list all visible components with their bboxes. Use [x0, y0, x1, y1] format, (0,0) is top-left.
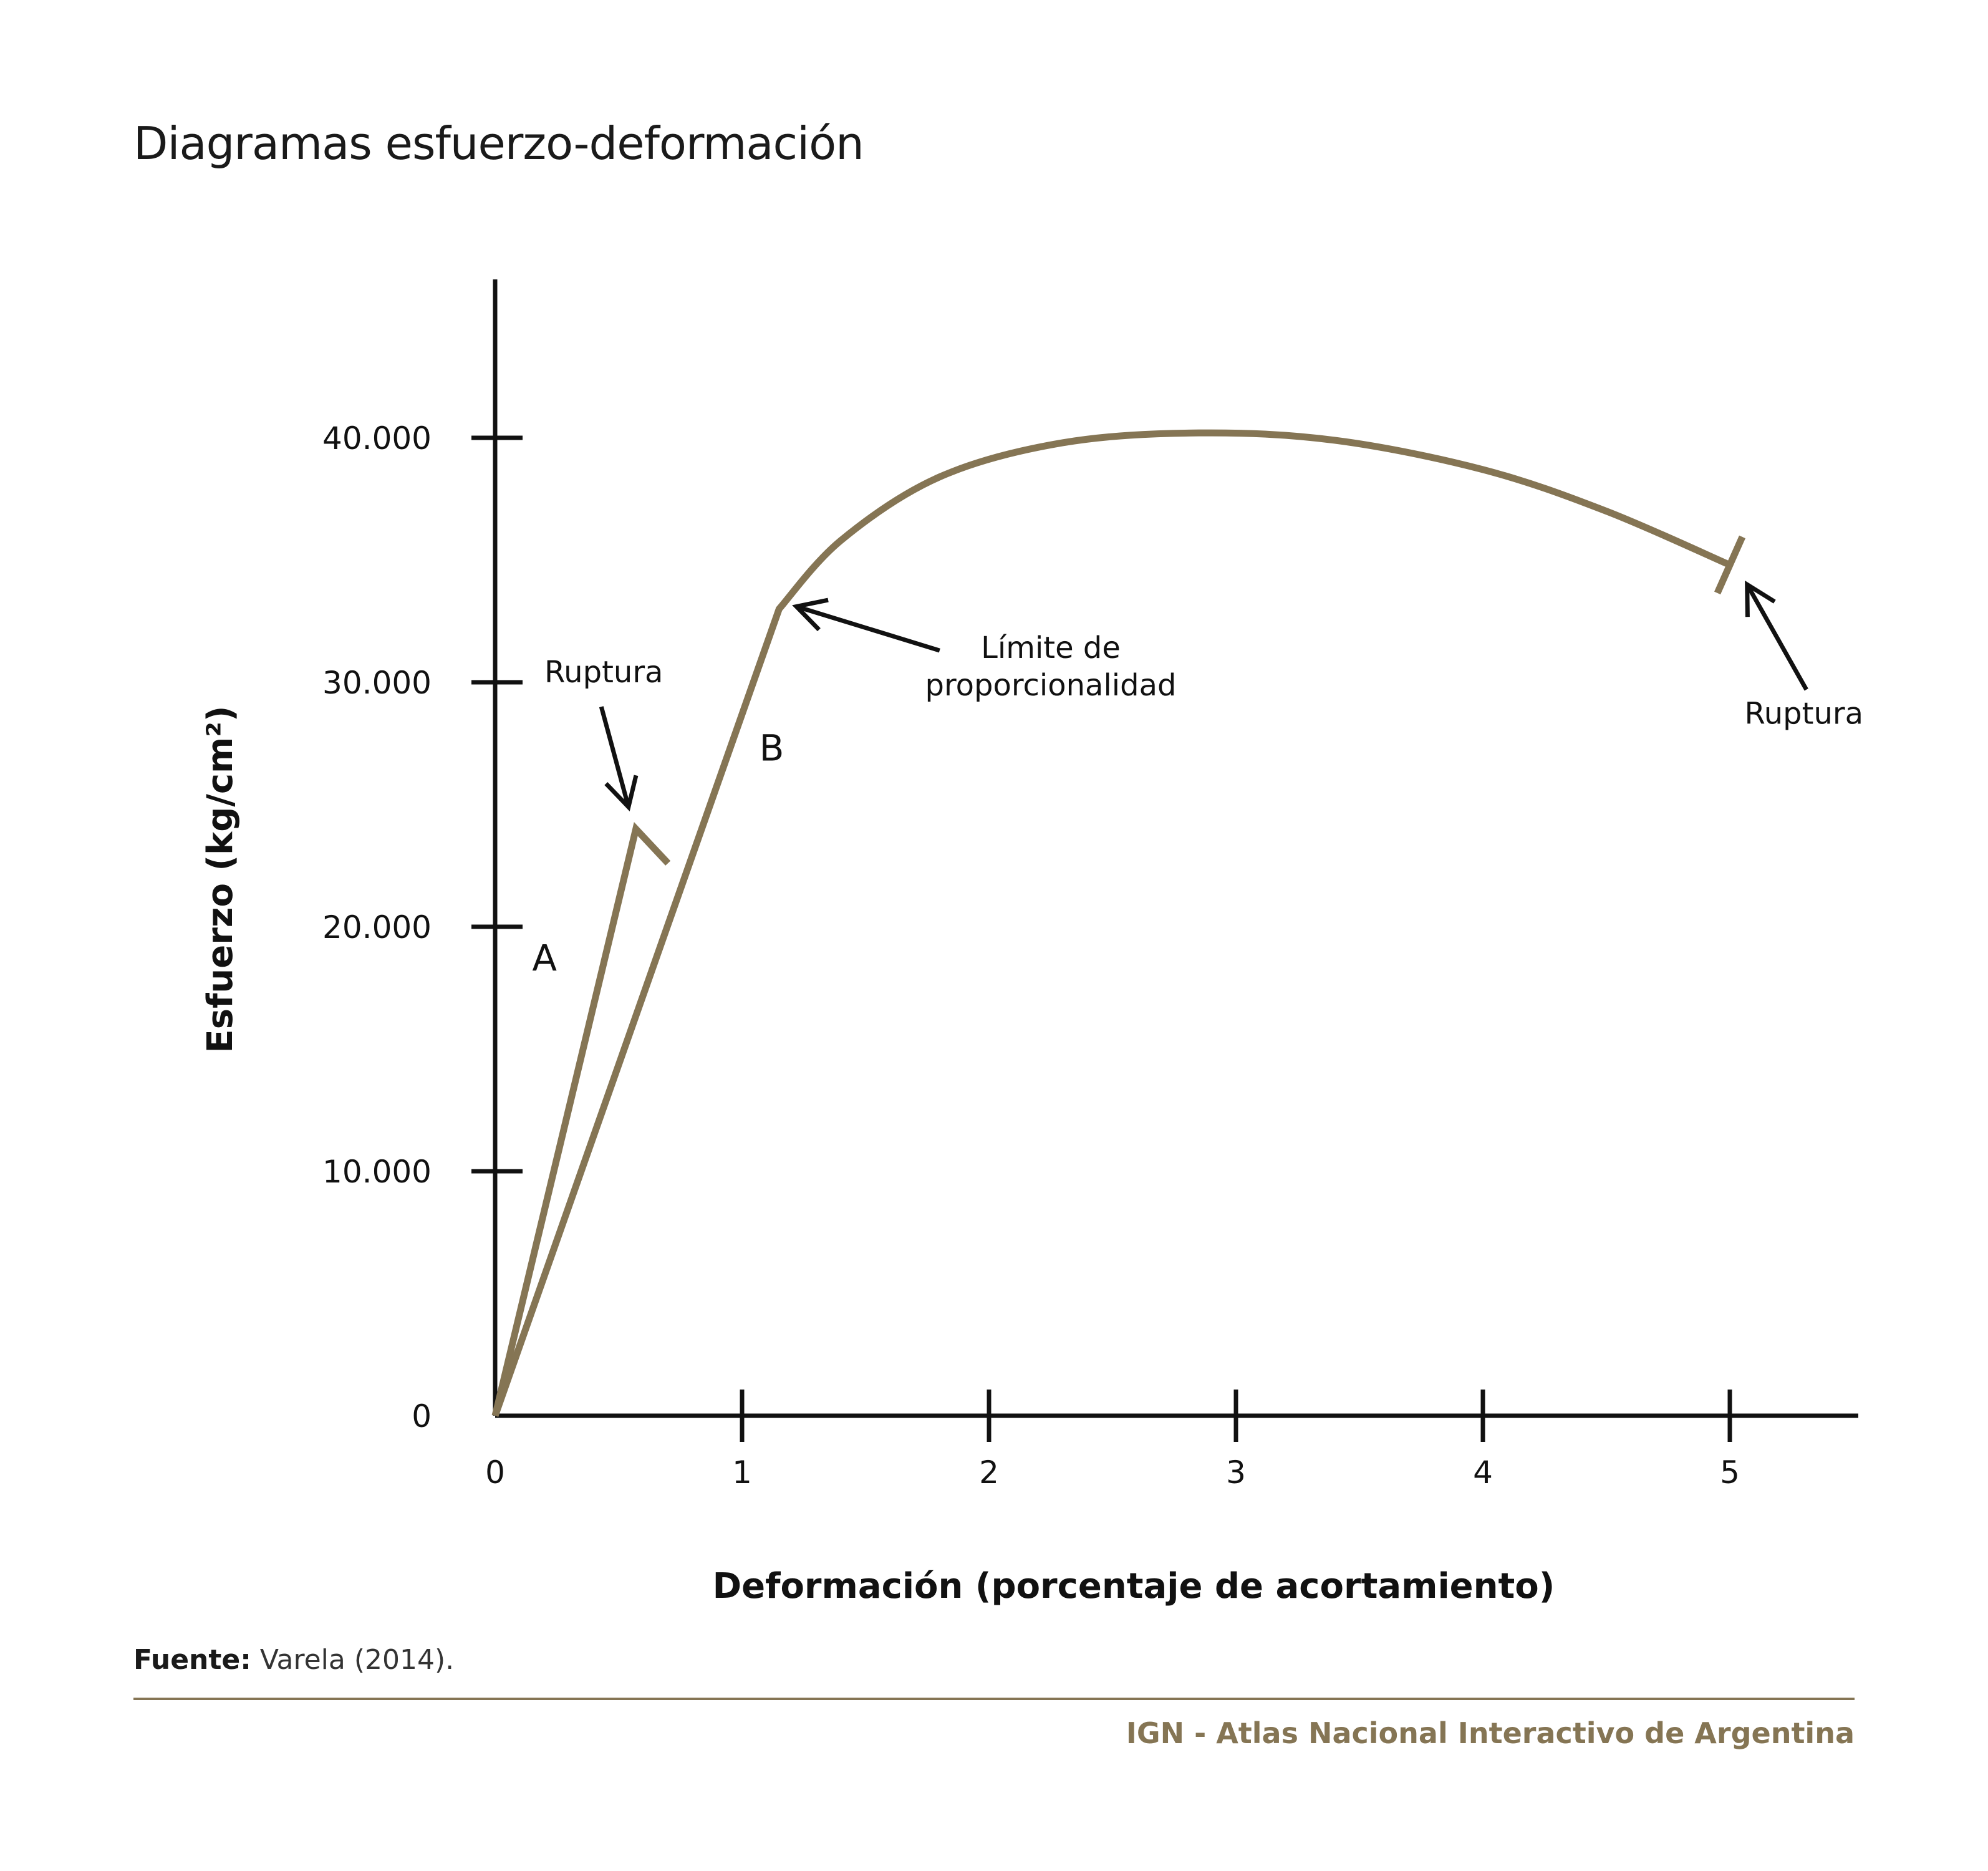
annotation-arrow-shaft — [796, 604, 940, 653]
x-tick-label: 4 — [1473, 1454, 1493, 1491]
annotation-arrow-shaft — [599, 706, 631, 808]
series-label-b: B — [760, 727, 784, 769]
x-tick-label: 2 — [979, 1454, 999, 1491]
series-label-a: A — [532, 937, 557, 980]
footer-divider — [133, 1698, 1855, 1700]
x-tick-label: 5 — [1720, 1454, 1740, 1491]
y-tick-label: 0 — [412, 1398, 432, 1434]
x-axis-label: Deformación (porcentaje de acortamiento) — [713, 1566, 1555, 1607]
annotation-text-ruptura-a: Ruptura — [544, 655, 663, 690]
annotation-arrow-head — [792, 597, 829, 632]
annotation-arrow-head — [604, 775, 639, 811]
series-line-b — [491, 429, 1732, 1417]
annotation-text-ruptura-b: Ruptura — [1745, 697, 1863, 732]
x-tick-label: 1 — [732, 1454, 752, 1491]
source-value: Varela (2014). — [251, 1644, 455, 1676]
x-tick-label: 3 — [1226, 1454, 1246, 1491]
annotation-arrow-shaft — [1745, 583, 1808, 691]
source-label: Fuente: — [133, 1644, 251, 1676]
y-tick-label: 40.000 — [322, 420, 432, 457]
y-axis-label: Esfuerzo (kg/cm²) — [200, 705, 241, 1053]
annotation-text-limite: Límite de — [981, 631, 1121, 665]
series: AB — [491, 429, 1746, 1417]
x-tick-label: 0 — [485, 1454, 505, 1491]
annotation-text-limite: proporcionalidad — [925, 668, 1177, 703]
chart-title: Diagramas esfuerzo-deformación — [133, 117, 864, 170]
source-note: Fuente: Varela (2014). — [133, 1644, 454, 1676]
axes — [493, 279, 1858, 1418]
series-line-a — [491, 821, 671, 1417]
y-tick-label: 20.000 — [322, 909, 432, 945]
footer-credit: IGN - Atlas Nacional Interactivo de Arge… — [1126, 1716, 1855, 1750]
ticks: 0 10.000 20.000 30.000 40.000 0 1 2 3 4 5 — [322, 420, 1740, 1491]
y-tick-label: 10.000 — [322, 1154, 432, 1190]
annotation-arrow-head — [1745, 580, 1776, 617]
rupture-marker — [1714, 535, 1746, 595]
y-tick-label: 30.000 — [322, 665, 432, 701]
